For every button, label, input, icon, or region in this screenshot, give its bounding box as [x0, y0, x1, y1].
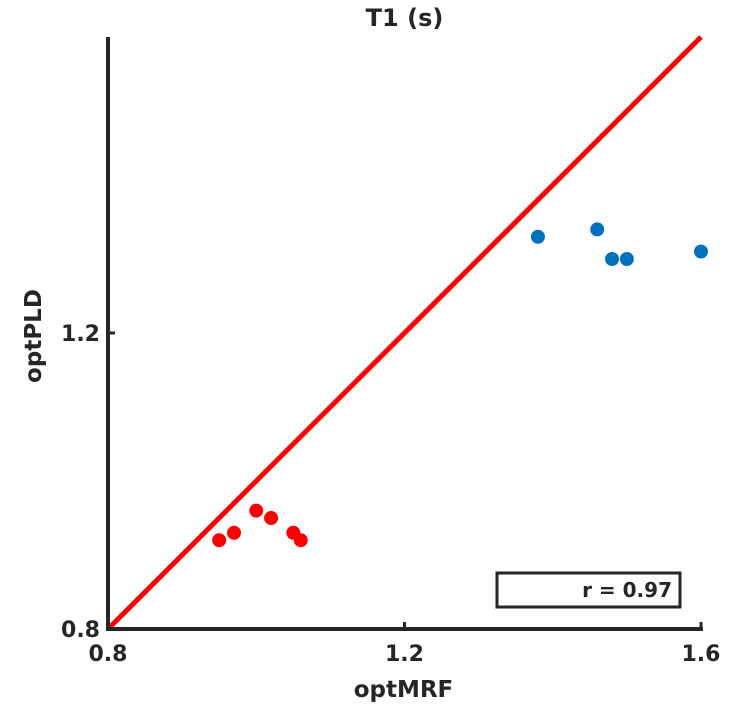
scatter-point-series-1: [264, 511, 279, 525]
scatter-point-series-0: [619, 252, 634, 266]
data-marks: [106, 35, 708, 631]
scatter-point-series-0: [530, 229, 545, 244]
scatter-point-series-1: [212, 533, 227, 548]
scatter-point-series-0: [605, 252, 620, 266]
chart-title: T1 (s): [366, 4, 444, 32]
scatter-point-series-0: [590, 222, 605, 237]
scatter-point-series-1: [227, 525, 242, 540]
x-tick-label: 1.6: [682, 642, 721, 667]
scatter-point-series-1: [249, 503, 264, 518]
y-axis-label: optPLD: [21, 289, 47, 383]
correlation-text: r = 0.97: [582, 578, 672, 602]
correlation-box: [495, 571, 682, 609]
identity-line: [106, 35, 703, 631]
x-axis-label: optMRF: [354, 677, 454, 703]
scatter-point-series-1: [293, 533, 308, 548]
y-tick-label: 1.2: [61, 322, 100, 347]
axis-ticks: 0.8 1.2 1.6 0.8 1.2: [61, 322, 720, 667]
y-tick-label: 0.8: [61, 618, 100, 643]
x-tick-label: 0.8: [89, 642, 128, 667]
x-tick-label: 1.2: [385, 642, 424, 667]
scatter-point-series-0: [694, 244, 708, 259]
